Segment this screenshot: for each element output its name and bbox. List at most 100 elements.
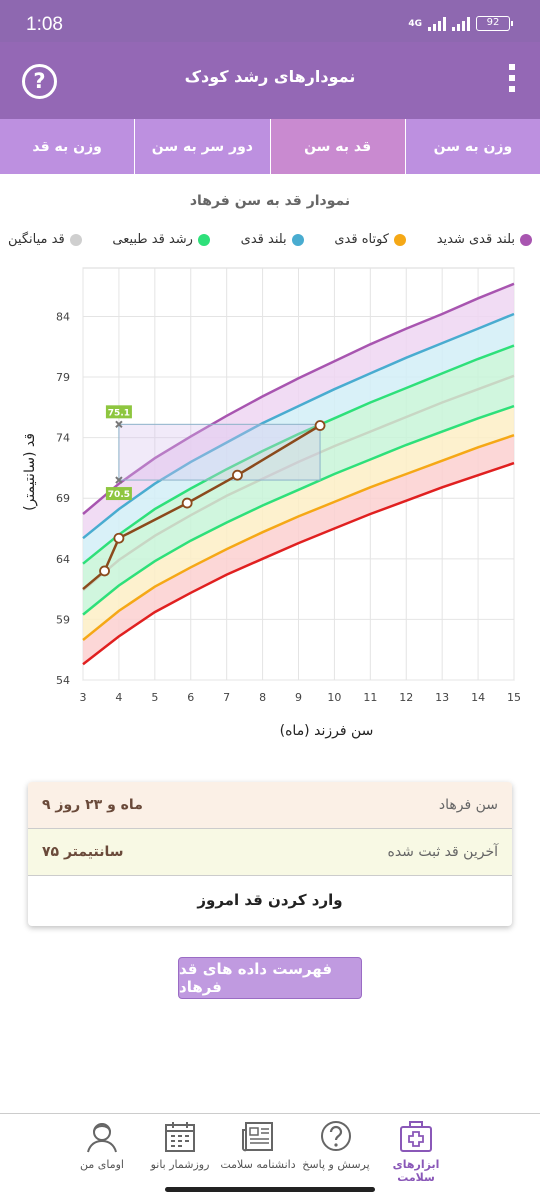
status-time: 1:08 bbox=[26, 14, 63, 35]
reference-band bbox=[83, 435, 514, 665]
x-marker-icon bbox=[115, 476, 123, 484]
height-row: ۷۵ سانتیمتر آخرین قد ثبت شده bbox=[28, 829, 512, 876]
y-tick-label: 79 bbox=[56, 371, 70, 384]
x-tick-label: 15 bbox=[507, 691, 521, 704]
legend-dot bbox=[394, 233, 406, 246]
nav-label: پرسش و پاسخ bbox=[302, 1158, 370, 1171]
age-row: ۹ ماه و ۲۳ روز سن فرهاد bbox=[28, 782, 512, 829]
x-tick-label: 11 bbox=[363, 691, 377, 704]
x-tick-label: 3 bbox=[80, 691, 87, 704]
tab-head-circumference[interactable]: دور سر به سن bbox=[134, 119, 269, 174]
age-value: ۹ ماه و ۲۳ روز bbox=[42, 797, 143, 813]
reference-curve bbox=[82, 344, 515, 565]
y-tick-label: 69 bbox=[56, 492, 70, 505]
question-bubble-icon bbox=[321, 1121, 351, 1151]
legend-label: بلند قدی bbox=[240, 232, 287, 247]
data-point bbox=[99, 565, 110, 577]
user-avatar-icon bbox=[87, 1123, 117, 1153]
reference-curve bbox=[82, 374, 515, 592]
reference-band bbox=[83, 283, 514, 539]
y-tick-label: 74 bbox=[56, 432, 70, 445]
reference-band bbox=[83, 406, 514, 640]
legend-dot bbox=[197, 233, 210, 246]
help-circle-icon[interactable]: ? bbox=[22, 64, 57, 99]
battery-icon: 92 bbox=[476, 16, 513, 31]
app-bar: ? نمودارهای رشد کودک bbox=[0, 42, 540, 119]
calendar-icon bbox=[165, 1122, 195, 1152]
tab-label: قد به سن bbox=[304, 138, 372, 155]
page-title: نمودارهای رشد کودک bbox=[184, 67, 356, 86]
reference-curve bbox=[82, 434, 515, 641]
newspaper-icon bbox=[242, 1122, 273, 1152]
data-point bbox=[113, 532, 125, 544]
tab-height-for-age[interactable]: قد به سن bbox=[269, 119, 405, 174]
height-value: ۷۵ سانتیمتر bbox=[42, 844, 124, 860]
x-tick-label: 14 bbox=[471, 691, 485, 704]
signal-icon bbox=[428, 16, 446, 31]
y-axis-label: قد (سانتیمتر) bbox=[22, 433, 38, 511]
y-tick-label: 54 bbox=[56, 674, 70, 687]
first-aid-kit-icon bbox=[400, 1121, 432, 1152]
y-tick-label: 84 bbox=[56, 310, 70, 323]
chart-tabs: وزن به سن قد به سن دور سر به سن وزن به ق… bbox=[0, 119, 540, 174]
legend-item-normal: رشد قد طبیعی bbox=[112, 232, 210, 247]
chart-legend: بلند قدی شدید کوتاه قدی بلند قدی رشد قد … bbox=[8, 232, 532, 247]
legend-item-tall: بلند قدی bbox=[241, 232, 304, 247]
tab-weight-for-height[interactable]: وزن به قد bbox=[0, 119, 134, 174]
marker-label: 70.5 bbox=[108, 490, 130, 500]
reference-curve bbox=[82, 312, 515, 540]
nav-label: روزشمار بانو bbox=[150, 1158, 210, 1171]
legend-label: بلند قدی شدید bbox=[436, 232, 515, 247]
signal-icon-2 bbox=[452, 16, 470, 31]
x-tick-label: 5 bbox=[151, 691, 158, 704]
reference-band bbox=[83, 314, 514, 564]
tab-weight-for-age[interactable]: وزن به سن bbox=[404, 119, 540, 174]
network-type: 4G bbox=[408, 18, 422, 29]
legend-dot bbox=[291, 233, 304, 246]
data-point bbox=[232, 469, 243, 481]
bottom-nav: ابزارهای سلامت پرسش و پاسخ دانشنامه سلام… bbox=[0, 1113, 540, 1200]
x-tick-label: 10 bbox=[327, 691, 341, 704]
nav-label: ابزارهای سلامت bbox=[392, 1158, 440, 1184]
reference-curve bbox=[82, 282, 515, 515]
y-tick-label: 59 bbox=[56, 613, 70, 626]
x-axis-label: سن فرزند (ماه) bbox=[280, 723, 374, 739]
x-tick-label: 8 bbox=[259, 691, 266, 704]
x-tick-label: 4 bbox=[115, 691, 122, 704]
legend-label: قد میانگین bbox=[8, 232, 65, 247]
legend-label: کوتاه قدی bbox=[334, 232, 389, 247]
range-box bbox=[118, 423, 321, 481]
x-tick-label: 13 bbox=[435, 691, 449, 704]
legend-dot bbox=[520, 233, 532, 246]
legend-dot bbox=[69, 233, 82, 246]
status-bar: 1:08 4G 92 bbox=[0, 0, 540, 42]
x-tick-label: 12 bbox=[399, 691, 413, 704]
nav-item-health-tools[interactable]: ابزارهای سلامت bbox=[376, 1120, 456, 1184]
x-tick-label: 7 bbox=[223, 691, 230, 704]
range-marker: 70.5 bbox=[105, 476, 132, 501]
tab-label: وزن به قد bbox=[32, 138, 102, 155]
tab-label: دور سر به سن bbox=[151, 138, 253, 155]
legend-item-median: قد میانگین bbox=[8, 232, 82, 247]
info-card: ۹ ماه و ۲۳ روز سن فرهاد ۷۵ سانتیمتر آخری… bbox=[28, 782, 512, 926]
x-tick-label: 9 bbox=[295, 691, 302, 704]
legend-item-short: کوتاه قدی bbox=[334, 232, 406, 247]
status-indicators: 4G 92 bbox=[408, 16, 513, 31]
enter-height-button[interactable]: وارد کردن قد امروز bbox=[197, 891, 343, 909]
height-list-button[interactable]: فهرست داده های قد فرهاد bbox=[178, 957, 362, 999]
nav-item-encyclopedia[interactable]: دانشنامه سلامت bbox=[218, 1120, 298, 1171]
nav-item-calendar[interactable]: روزشمار بانو bbox=[140, 1120, 220, 1171]
data-point bbox=[181, 497, 193, 509]
x-marker-icon bbox=[115, 420, 123, 429]
nav-label: اومای من bbox=[80, 1158, 124, 1171]
height-for-age-chart: 3 4 5 6 7 8 9 10 11 12 13 14 15 54 59 64 69 74 79 84 75.1 70.… bbox=[22, 267, 521, 739]
data-point bbox=[314, 420, 326, 431]
nav-label: دانشنامه سلامت bbox=[220, 1158, 296, 1171]
height-label: آخرین قد ثبت شده bbox=[387, 844, 499, 860]
nav-item-profile[interactable]: اومای من bbox=[62, 1120, 142, 1171]
more-vertical-icon[interactable] bbox=[506, 64, 518, 98]
nav-item-qa[interactable]: پرسش و پاسخ bbox=[296, 1120, 376, 1171]
legend-item-severe-tall: بلند قدی شدید bbox=[437, 232, 532, 247]
marker-label-bg bbox=[105, 405, 132, 419]
reference-curve bbox=[82, 461, 515, 666]
